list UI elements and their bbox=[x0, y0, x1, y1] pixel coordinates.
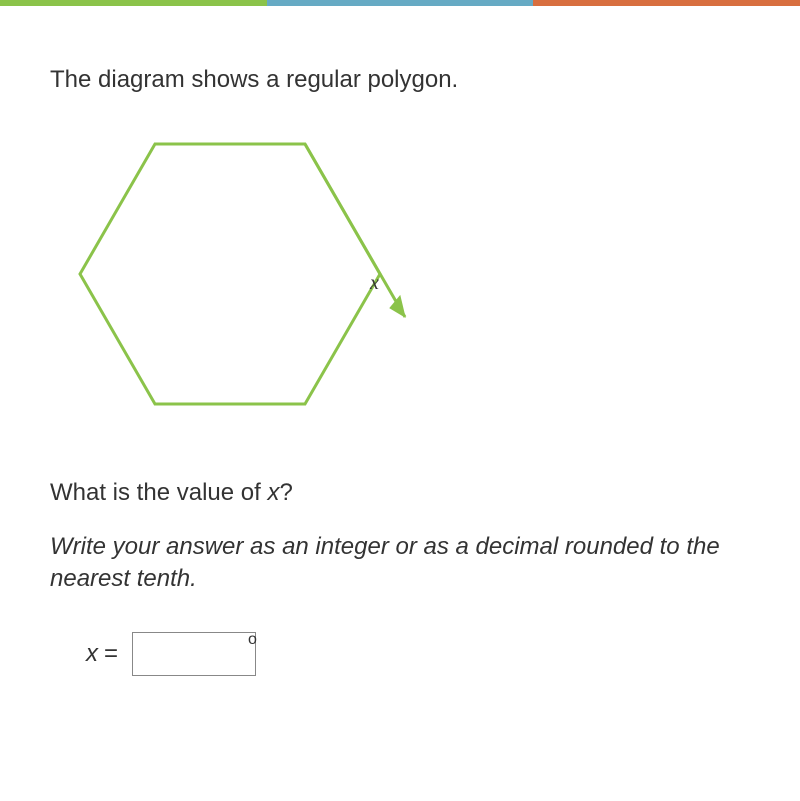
question-prefix: What is the value of bbox=[50, 479, 267, 506]
answer-var: x bbox=[86, 640, 98, 668]
exterior-angle-arrow-line bbox=[305, 144, 405, 317]
prompt-text: The diagram shows a regular polygon. bbox=[50, 66, 750, 94]
equals-sign: = bbox=[104, 640, 118, 668]
accent-seg-3 bbox=[533, 0, 800, 6]
accent-seg-2 bbox=[267, 0, 534, 6]
degree-symbol: o bbox=[248, 631, 257, 649]
question-var: x bbox=[267, 479, 279, 506]
angle-label-x: x bbox=[369, 272, 379, 294]
instruction-text: Write your answer as an integer or as a … bbox=[50, 531, 750, 596]
accent-seg-1 bbox=[0, 0, 267, 6]
question-suffix: ? bbox=[279, 479, 292, 506]
question-text: What is the value of x? bbox=[50, 479, 750, 507]
content-area: The diagram shows a regular polygon. x W… bbox=[0, 6, 800, 716]
arrowhead-icon bbox=[390, 296, 405, 317]
answer-input[interactable] bbox=[132, 632, 256, 676]
hexagon-svg: x bbox=[50, 124, 430, 444]
top-accent-bar bbox=[0, 0, 800, 6]
hexagon-shape bbox=[80, 144, 380, 404]
polygon-diagram: x bbox=[50, 124, 750, 449]
answer-row: x = o bbox=[50, 632, 750, 676]
